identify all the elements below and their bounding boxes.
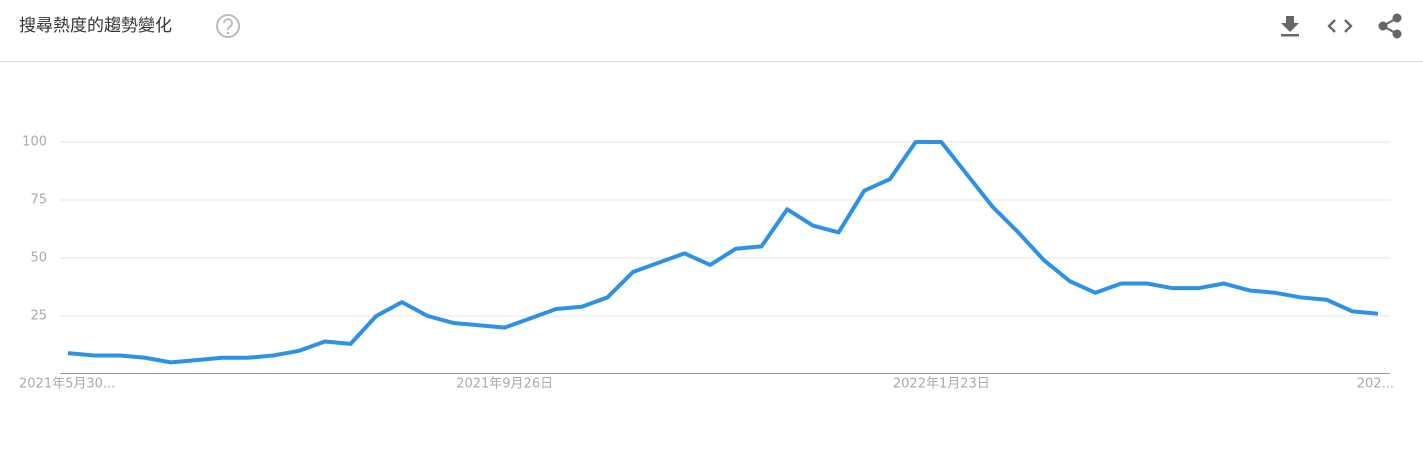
trend-line: [67, 140, 1379, 365]
y-tick-label: 25: [30, 309, 47, 324]
x-tick-label: 202...: [1357, 377, 1394, 392]
download-icon[interactable]: [1281, 16, 1299, 37]
x-tick-label: 2022年1月23日: [893, 377, 990, 392]
share-icon[interactable]: [1378, 13, 1402, 39]
chart-title: 搜尋熱度的趨勢變化: [19, 16, 172, 36]
help-icon[interactable]: [216, 14, 240, 38]
x-tick-label: 2021年9月26日: [456, 377, 553, 392]
y-tick-label: 50: [30, 251, 47, 266]
x-tick-label: 2021年5月30...: [19, 377, 115, 392]
embed-icon[interactable]: [1327, 19, 1353, 33]
y-tick-label: 100: [22, 135, 47, 150]
y-tick-label: 75: [30, 193, 47, 208]
